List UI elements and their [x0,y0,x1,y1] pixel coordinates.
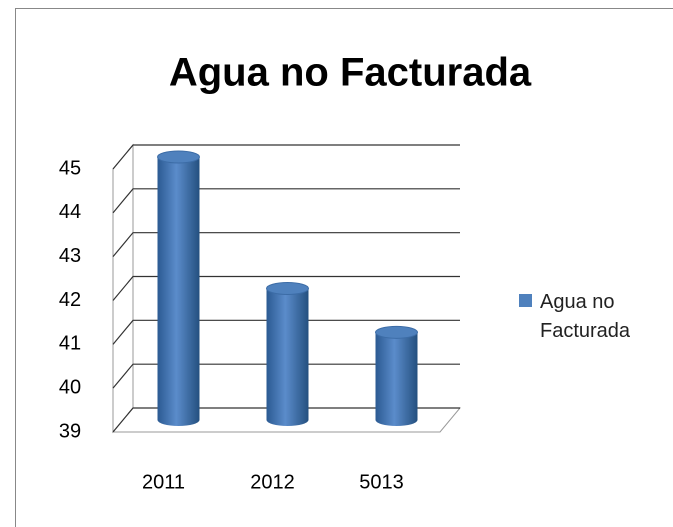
x-tick-label: 5013 [359,471,404,493]
legend-label: Agua no Facturada [540,291,631,342]
bar-top [375,325,418,339]
grid-line [112,275,460,301]
x-tick-label: 2011 [142,471,185,493]
bar-top [157,150,200,164]
y-tick-label: 43 [59,245,81,267]
grid-line [112,188,460,214]
y-tick-label: 44 [59,201,81,223]
chart-title: Agua no Facturada [169,51,532,95]
y-tick-label: 39 [59,420,81,442]
grid-line [112,407,460,433]
grid-line [112,144,460,170]
x-tick-label: 2012 [250,471,295,493]
y-tick-label: 42 [59,289,81,311]
bar [375,332,418,426]
bar [266,288,309,426]
y-tick-label: 45 [59,157,81,179]
bar [157,157,200,426]
grid-line [112,319,460,345]
y-tick-label: 41 [59,333,81,355]
bar-top [266,282,309,295]
grid-line [112,363,460,389]
grid-line [112,232,460,258]
plot-area: 39 40 41 42 43 44 45 2011 2012 5013 [59,143,532,493]
y-tick-label: 40 [59,376,81,398]
legend-swatch [519,294,532,307]
